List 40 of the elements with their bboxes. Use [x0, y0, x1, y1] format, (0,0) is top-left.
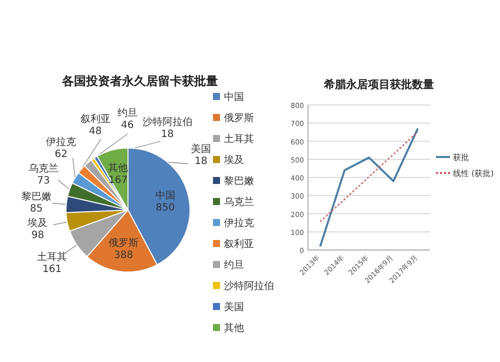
slice-label: 乌克兰	[28, 162, 59, 175]
line-series	[319, 128, 419, 248]
legend-label: 俄罗斯	[224, 112, 254, 124]
legend-label: 约旦	[224, 259, 244, 271]
slice-label: 土耳其	[37, 250, 68, 263]
slice-label: 美国	[191, 143, 212, 156]
legend-label: 线性 (获批)	[453, 169, 494, 178]
data-label: 850	[156, 202, 175, 214]
legend-label: 其他	[224, 322, 244, 334]
legend-label: 土耳其	[224, 133, 254, 145]
data-label: 388	[114, 250, 134, 262]
line-series	[320, 131, 418, 222]
legend-label: 埃及	[223, 154, 244, 166]
data-label: 98	[31, 230, 44, 241]
chart-title: 各国投资者永久居留卡获批量	[61, 74, 218, 88]
legend-label: 黎巴嫩	[224, 175, 254, 187]
legend-label: 获批	[453, 153, 469, 162]
data-label: 48	[88, 126, 102, 137]
data-label: 46	[120, 120, 134, 131]
legend-label: 中国	[224, 91, 244, 103]
data-label: 85	[30, 204, 43, 215]
data-label: 18	[194, 156, 208, 168]
slice-label: 中国	[155, 190, 176, 202]
chart-title: 希腊永居项目获批数量	[323, 78, 434, 91]
legend-label: 乌克兰	[224, 196, 254, 208]
slice-label: 埃及	[26, 216, 48, 229]
data-label: 73	[37, 176, 50, 187]
legend-label: 沙特阿拉伯	[224, 280, 274, 292]
slice-label: 约旦	[117, 107, 138, 119]
legend-label: 叙利亚	[224, 238, 254, 250]
slice-label: 伊拉克	[46, 136, 76, 148]
slice-label: 黎巴嫩	[21, 190, 52, 203]
data-label: 161	[42, 264, 62, 275]
slice-label: 叙利亚	[80, 112, 110, 125]
slice-label: 俄罗斯	[108, 237, 139, 250]
data-label: 18	[160, 128, 174, 140]
legend-label: 美国	[224, 301, 244, 313]
slice-label: 沙特阿拉伯	[142, 116, 192, 128]
legend-label: 伊拉克	[224, 217, 254, 229]
data-label: 62	[54, 148, 68, 160]
